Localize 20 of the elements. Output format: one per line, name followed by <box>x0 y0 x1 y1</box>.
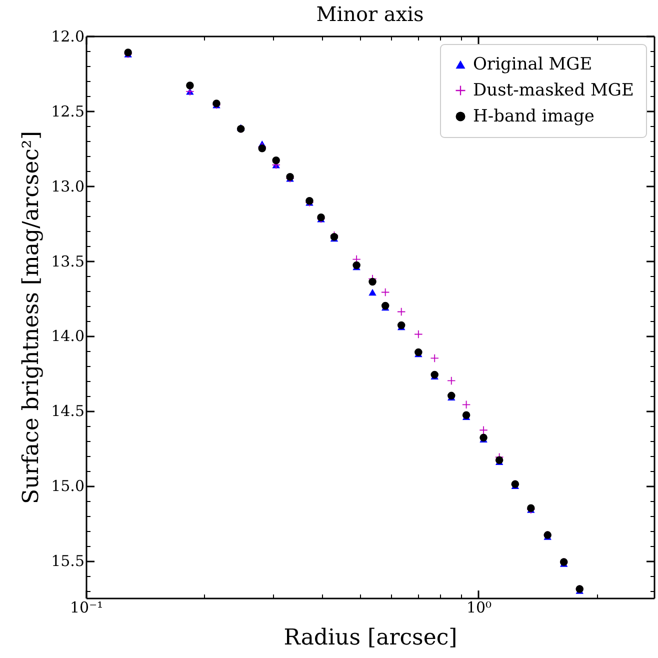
x-tick-label: 10⁻¹ <box>70 598 104 616</box>
x-axis-title: Radius [arcsec] <box>284 626 458 650</box>
chart-title: Minor axis <box>316 2 424 26</box>
legend-label: H-band image <box>473 106 594 126</box>
legend-label: Dust-masked MGE <box>473 80 634 100</box>
point <box>480 426 488 434</box>
y-tick-label: 13.0 <box>51 177 84 196</box>
y-tick-label: 15.5 <box>51 552 84 570</box>
y-tick-label: 12.0 <box>51 28 84 46</box>
y-tick-label: 13.5 <box>51 252 84 270</box>
point <box>448 376 456 385</box>
y-axis-title: Surface brightness [mag/arcsec²] <box>19 131 44 504</box>
y-tick-label: 15.0 <box>51 477 84 496</box>
legend-label: Original MGE <box>473 54 592 74</box>
y-tick-label: 14.5 <box>51 402 84 420</box>
point <box>462 400 470 409</box>
y-tick-label: 14.0 <box>51 327 84 346</box>
point <box>430 354 438 362</box>
y-tick-label: 12.5 <box>51 102 84 120</box>
x-tick-label: 10⁰ <box>466 598 492 616</box>
